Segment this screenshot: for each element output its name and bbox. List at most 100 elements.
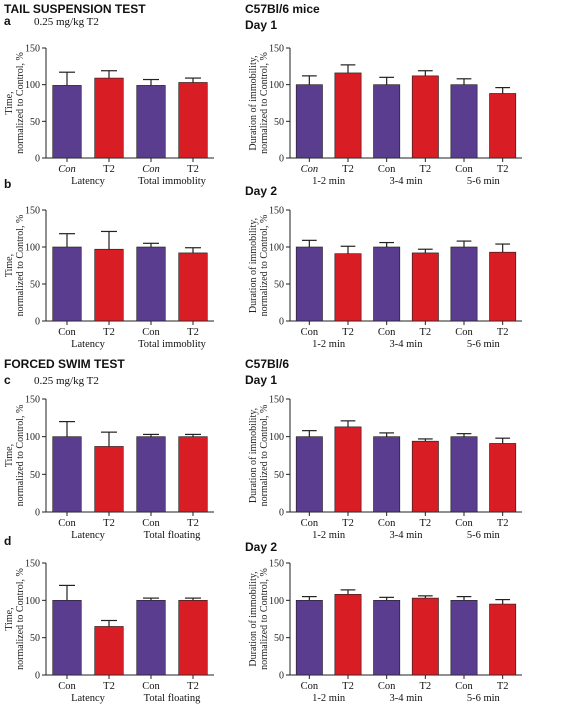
category-label: T2 xyxy=(419,518,431,529)
fst-title: FORCED SWIM TEST xyxy=(4,357,125,371)
y-axis-label: Duration of immobility, xyxy=(248,218,259,313)
bar xyxy=(94,626,124,676)
day-label: Day 1 xyxy=(245,18,277,32)
y-tick-label: 0 xyxy=(279,508,284,519)
bar xyxy=(52,246,82,322)
category-label: Con xyxy=(142,518,160,529)
category-label: Con xyxy=(142,164,160,175)
tst-mice-label: C57Bl/6 mice xyxy=(245,2,320,16)
y-tick-label: 0 xyxy=(35,508,40,519)
y-axis-label: Time, xyxy=(4,444,15,467)
category-label: T2 xyxy=(342,681,354,692)
category-label: T2 xyxy=(103,518,115,529)
y-axis-label: normalized to Control, % xyxy=(259,52,270,154)
category-label: Con xyxy=(301,518,319,529)
y-tick-label: 50 xyxy=(30,470,40,481)
bar xyxy=(411,597,439,676)
category-label: T2 xyxy=(497,327,509,338)
group-label: 1-2 min xyxy=(312,176,346,187)
y-axis-label: normalized to Control, % xyxy=(259,568,270,670)
category-label: T2 xyxy=(342,164,354,175)
bar xyxy=(334,72,362,159)
bar xyxy=(450,600,478,676)
bar xyxy=(295,600,323,676)
category-label: T2 xyxy=(103,327,115,338)
y-tick-label: 0 xyxy=(279,671,284,682)
group-label: 5-6 min xyxy=(467,530,501,541)
group-label: 3-4 min xyxy=(390,339,424,350)
category-label: Con xyxy=(142,327,160,338)
bar xyxy=(334,426,362,513)
y-tick-label: 150 xyxy=(25,44,40,55)
y-tick-label: 150 xyxy=(269,559,284,570)
bar xyxy=(489,443,517,513)
y-tick-label: 50 xyxy=(274,280,284,291)
bar xyxy=(334,594,362,676)
bar xyxy=(295,436,323,513)
bar xyxy=(450,84,478,159)
bar xyxy=(373,600,401,676)
y-tick-label: 0 xyxy=(279,154,284,165)
y-axis-label: normalized to Control, % xyxy=(15,568,26,670)
group-label: Latency xyxy=(71,339,106,350)
y-tick-label: 150 xyxy=(269,206,284,217)
dose-subtitle: 0.25 mg/kg T2 xyxy=(34,375,99,387)
category-label: T2 xyxy=(187,164,199,175)
category-label: T2 xyxy=(497,518,509,529)
y-tick-label: 150 xyxy=(25,395,40,406)
group-label: Total floating xyxy=(144,530,201,541)
bar xyxy=(411,75,439,159)
bar xyxy=(373,84,401,159)
bar xyxy=(489,93,517,159)
fst-mice-label: C57Bl/6 xyxy=(245,357,289,371)
category-label: T2 xyxy=(187,518,199,529)
group-label: 1-2 min xyxy=(312,693,346,704)
y-tick-label: 100 xyxy=(25,80,40,91)
y-axis-label: Duration of immobility, xyxy=(248,408,259,503)
y-tick-label: 100 xyxy=(269,432,284,443)
bar xyxy=(450,246,478,322)
panel-label-d: d xyxy=(4,534,11,548)
y-tick-label: 50 xyxy=(30,633,40,644)
panel-label-a: a xyxy=(4,14,11,28)
bar xyxy=(136,436,166,513)
y-tick-label: 50 xyxy=(30,117,40,128)
y-axis-label: normalized to Control, % xyxy=(15,215,26,317)
bar xyxy=(52,436,82,513)
group-label: Total immoblity xyxy=(138,176,207,187)
y-axis-label: normalized to Control, % xyxy=(15,52,26,154)
y-tick-label: 100 xyxy=(25,596,40,607)
chart-c: c 0.25 mg/kg T2 0 50 100 150 Time, normalized t… xyxy=(4,373,214,541)
y-axis-label: Duration of immobility, xyxy=(248,571,259,666)
bar xyxy=(295,246,323,322)
group-label: 3-4 min xyxy=(390,530,424,541)
y-axis-label: normalized to Control, % xyxy=(259,215,270,317)
y-tick-label: 150 xyxy=(25,559,40,570)
bar xyxy=(450,436,478,513)
category-label: Con xyxy=(455,518,473,529)
y-tick-label: 100 xyxy=(269,80,284,91)
bar xyxy=(178,252,208,322)
y-tick-label: 150 xyxy=(269,395,284,406)
category-label: Con xyxy=(142,681,160,692)
y-tick-label: 50 xyxy=(274,470,284,481)
category-label: Con xyxy=(455,681,473,692)
category-label: T2 xyxy=(342,518,354,529)
bar xyxy=(94,446,124,513)
category-label: T2 xyxy=(103,164,115,175)
category-label: Con xyxy=(378,518,396,529)
category-label: Con xyxy=(455,164,473,175)
bar xyxy=(178,436,208,513)
dose-subtitle: 0.25 mg/kg T2 xyxy=(34,16,99,28)
day-label: Day 2 xyxy=(245,540,277,554)
tst-title: TAIL SUSPENSION TEST xyxy=(4,2,146,16)
group-label: 5-6 min xyxy=(467,176,501,187)
bar xyxy=(334,253,362,322)
bar xyxy=(136,85,166,159)
bar xyxy=(178,82,208,159)
group-label: Latency xyxy=(71,176,106,187)
category-label: T2 xyxy=(419,327,431,338)
category-label: Con xyxy=(378,164,396,175)
y-tick-label: 0 xyxy=(35,317,40,328)
y-tick-label: 100 xyxy=(25,243,40,254)
